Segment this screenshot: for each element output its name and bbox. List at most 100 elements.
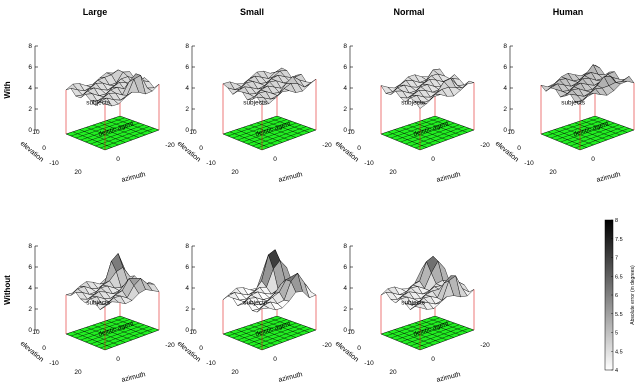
colorbar-tick-label: 5.5: [615, 312, 623, 318]
floor-grid-line: [99, 322, 139, 338]
row-titles: With Without: [3, 81, 12, 305]
floor-grid-line: [270, 118, 310, 133]
azimuth-axis-label: azimuth: [121, 171, 147, 184]
floor-grid-line: [405, 124, 460, 145]
elevation-tick-label: 0: [357, 345, 361, 352]
elevation-tick-label: -10: [364, 160, 374, 167]
azimuth-tick-label: 0: [591, 156, 595, 163]
z-tick-label: 8: [503, 43, 507, 50]
elevation-tick-label: 10: [32, 329, 40, 336]
azimuth-tick-label: -20: [165, 142, 175, 149]
floor-grid-line: [570, 126, 625, 147]
azimuth-axis-label: azimuth: [278, 371, 304, 384]
floor-grid-line: [428, 318, 468, 333]
z-tick-label: 0: [28, 327, 32, 334]
floor-grid-line: [257, 328, 312, 349]
elevation-tick-label: 10: [347, 129, 355, 136]
column-titles: Large Small Normal Human: [83, 7, 584, 17]
colorbar-tick-label: 7.5: [615, 237, 623, 243]
azimuth-tick-label: 20: [231, 169, 239, 176]
z-tick-label: 0: [28, 127, 32, 134]
z-tick-label: 8: [28, 43, 32, 50]
colorbar-tick-label: 5: [615, 331, 618, 337]
surface-patch: [256, 304, 270, 313]
z-tick-label: 0: [185, 127, 189, 134]
z-tick-label: 2: [28, 106, 32, 113]
z-tick-label: 8: [28, 243, 32, 250]
surface-label: subjects: [243, 299, 268, 306]
surface-label: subjects: [561, 99, 586, 106]
row-title: Without: [3, 275, 12, 305]
azimuth-tick-label: 20: [389, 369, 397, 376]
floor-grid-line: [565, 124, 620, 145]
azimuth-axis-label: azimuth: [436, 171, 462, 184]
floor-grid-line: [428, 118, 468, 133]
floor-grid-line: [407, 324, 448, 341]
azimuth-tick-label: -20: [165, 342, 175, 349]
floor-grid-line: [263, 120, 303, 136]
colorbar-tick-label: 6: [615, 293, 618, 299]
z-tick-label: 6: [185, 264, 189, 271]
floor-grid-line: [249, 324, 290, 341]
z-tick-label: 0: [185, 327, 189, 334]
elevation-tick-label: 0: [357, 145, 361, 152]
elevation-axis-label: elevation: [176, 340, 202, 363]
floor-grid-line: [574, 122, 614, 138]
azimuth-tick-label: 0: [431, 156, 435, 163]
elevation-tick-label: -10: [206, 360, 216, 367]
elevation-tick-label: -10: [364, 360, 374, 367]
floor-grid-line: [113, 318, 153, 333]
colorbar-label: Absolute error (in degrees): [630, 265, 636, 325]
z-tick-label: 0: [503, 127, 507, 134]
elevation-tick-label: 10: [189, 329, 197, 336]
azimuth-tick-label: 20: [389, 169, 397, 176]
surface-label: subjects: [401, 299, 426, 306]
colorbar-tick-label: 7: [615, 256, 618, 262]
azimuth-tick-label: -20: [322, 142, 332, 149]
floor-grid-line: [257, 128, 312, 149]
z-tick-label: 6: [343, 264, 347, 271]
z-tick-label: 6: [28, 64, 32, 71]
surface-patch: [414, 101, 428, 109]
z-tick-label: 4: [28, 85, 32, 92]
elevation-tick-label: 0: [42, 345, 46, 352]
floor-grid-line: [113, 118, 153, 133]
floor-grid-line: [100, 128, 155, 149]
z-tick-label: 4: [343, 85, 347, 92]
azimuth-tick-label: 20: [549, 169, 557, 176]
floor-grid-line: [99, 122, 139, 138]
floor-grid-line: [100, 328, 155, 349]
floor-grid-line: [410, 126, 465, 147]
z-tick-label: 8: [343, 43, 347, 50]
surface-label: subjects: [86, 99, 111, 106]
elevation-tick-label: -10: [524, 160, 534, 167]
elevation-tick-label: 0: [199, 145, 203, 152]
z-tick-label: 2: [343, 106, 347, 113]
surface-patch: [574, 96, 587, 105]
row-title: With: [3, 81, 12, 98]
elevation-tick-label: 10: [347, 329, 355, 336]
surface-patch: [99, 97, 113, 107]
floor-grid-line: [575, 128, 630, 149]
azimuth-tick-label: 0: [431, 356, 435, 363]
elevation-axis-label: elevation: [334, 340, 360, 363]
surface-label: subjects: [243, 99, 268, 106]
floor-grid-line: [270, 318, 310, 333]
z-tick-label: 8: [343, 243, 347, 250]
elevation-axis-label: elevation: [19, 340, 45, 363]
z-tick-label: 8: [185, 43, 189, 50]
surface-label: subjects: [86, 299, 111, 306]
floor-grid-line: [252, 126, 307, 147]
z-tick-label: 4: [185, 85, 189, 92]
surface-label: subjects: [401, 99, 426, 106]
elevation-tick-label: 0: [42, 145, 46, 152]
floor-grid-line: [588, 118, 628, 133]
floor-grid-line: [106, 120, 146, 136]
colorbar-tick-label: 8: [615, 218, 618, 224]
